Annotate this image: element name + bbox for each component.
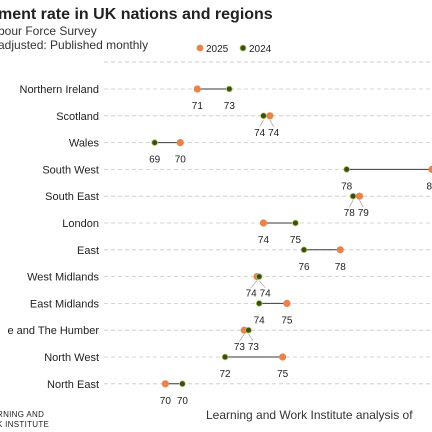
- leader-2024-west-midlands: [258, 280, 266, 288]
- leader-2025-west-midlands: [250, 280, 258, 288]
- chart-subtitle-line-1: bour Force Survey: [0, 24, 97, 38]
- category-label-east: East: [77, 245, 99, 257]
- data-label-2025-south-east: 79: [358, 208, 370, 219]
- source-note: Learning and Work Institute analysis of: [206, 408, 413, 422]
- data-label-2024-south-east: 78: [344, 208, 356, 219]
- category-label-e-and-the-humber: e and The Humber: [7, 325, 99, 337]
- category-label-north-east: North East: [47, 379, 99, 391]
- legend-label-2025: 2025: [206, 44, 229, 55]
- point-2025-east-midlands: [283, 299, 291, 307]
- point-2025-east: [336, 246, 344, 254]
- data-label-2025-wales: 70: [175, 155, 187, 166]
- point-2025-london: [259, 219, 268, 227]
- legend-marker-2024: [239, 44, 247, 52]
- data-label-2025-north-east: 70: [160, 396, 172, 407]
- category-label-west-midlands: West Midlands: [27, 272, 99, 284]
- point-2025-northern-ireland: [193, 85, 201, 93]
- point-2024-west-midlands: [255, 273, 263, 280]
- point-2024-north-west: [221, 353, 229, 361]
- category-label-scotland: Scotland: [56, 111, 99, 123]
- chart-title: ment rate in UK nations and regions: [0, 6, 273, 23]
- point-2025-south-west: [428, 165, 432, 173]
- category-label-south-east: South East: [45, 191, 99, 203]
- category-label-northern-ireland: Northern Ireland: [20, 84, 100, 96]
- point-2025-south-east: [355, 192, 364, 200]
- category-label-east-midlands: East Midlands: [30, 298, 100, 310]
- leader-2025-e-and-the-humber: [239, 334, 245, 342]
- point-2024-south-west: [343, 166, 350, 173]
- data-label-2024-east: 76: [298, 262, 310, 273]
- logo-line-2: K INSTITUTE: [0, 420, 49, 429]
- data-label-2025-west-midlands: 74: [246, 289, 258, 300]
- data-label-2024-south-west: 78: [341, 181, 353, 192]
- point-2024-east: [300, 246, 308, 254]
- point-2024-east-midlands: [255, 300, 263, 307]
- point-2025-wales: [176, 139, 184, 147]
- data-label-2024-west-midlands: 74: [260, 289, 272, 300]
- data-label-2024-e-and-the-humber: 73: [248, 342, 260, 353]
- footer-logo: RNING AND K INSTITUTE: [0, 410, 49, 429]
- leader-2025-south-east: [359, 200, 364, 208]
- point-2024-scotland: [260, 112, 267, 120]
- data-label-2024-wales: 69: [149, 155, 161, 166]
- data-label-2025-scotland: 74: [268, 128, 280, 139]
- category-label-south-west: South West: [42, 164, 99, 176]
- point-2024-north-east: [179, 380, 186, 388]
- category-label-wales: Wales: [69, 138, 100, 150]
- category-label-north-west: North West: [44, 352, 99, 364]
- point-2024-e-and-the-humber: [245, 326, 252, 334]
- data-label-2025-east-midlands: 75: [281, 315, 293, 326]
- data-label-2024-scotland: 74: [254, 128, 266, 139]
- point-2025-scotland: [266, 112, 274, 120]
- point-2024-northern-ireland: [226, 85, 233, 93]
- data-label-2024-london: 75: [290, 235, 302, 246]
- data-label-2024-north-east: 70: [177, 396, 189, 407]
- data-label-2025-south-west: 82: [426, 181, 432, 192]
- chart-subtitle-line-2: adjusted: Published monthly: [0, 38, 148, 52]
- data-label-2025-northern-ireland: 71: [192, 101, 204, 112]
- leader-2025-scotland: [269, 119, 274, 127]
- legend: 2025 2024: [196, 44, 272, 55]
- data-label-2024-northern-ireland: 73: [224, 101, 236, 112]
- point-2024-london: [292, 219, 299, 227]
- legend-label-2024: 2024: [249, 44, 272, 55]
- point-2024-wales: [151, 139, 158, 146]
- data-label-2025-e-and-the-humber: 73: [234, 342, 246, 353]
- category-label-london: London: [62, 218, 99, 230]
- data-label-2025-london: 74: [258, 235, 270, 246]
- data-label-2024-east-midlands: 74: [254, 315, 266, 326]
- leader-2024-south-east: [349, 200, 354, 208]
- legend-marker-2025: [196, 44, 204, 52]
- point-2024-south-east: [349, 192, 357, 200]
- data-label-2025-north-west: 75: [277, 369, 289, 380]
- leader-2024-scotland: [259, 119, 264, 127]
- point-2025-north-west: [279, 353, 287, 361]
- data-label-2025-east: 78: [335, 262, 347, 273]
- leader-2024-e-and-the-humber: [248, 334, 254, 342]
- point-2025-north-east: [161, 380, 169, 388]
- logo-line-1: RNING AND: [0, 410, 44, 419]
- data-label-2024-north-west: 72: [220, 369, 232, 380]
